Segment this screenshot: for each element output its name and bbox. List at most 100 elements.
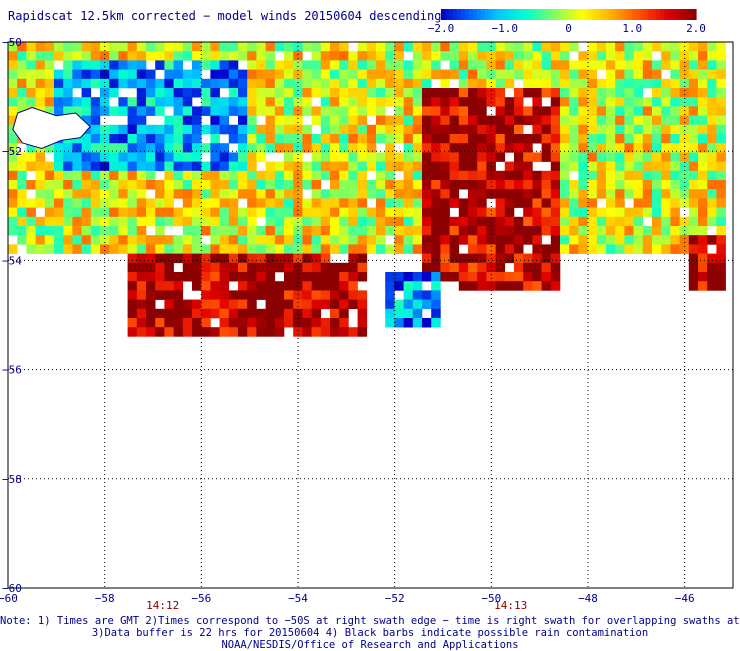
heatmap-cell <box>265 124 276 135</box>
colorbar-swatch <box>508 9 514 20</box>
heatmap-cell <box>302 198 312 208</box>
heatmap-cell <box>127 42 138 52</box>
heatmap-cell <box>201 253 211 264</box>
heatmap-cell <box>698 226 708 236</box>
heatmap-cell <box>523 161 533 172</box>
heatmap-cell <box>90 143 101 153</box>
heatmap-cell <box>394 115 404 126</box>
heatmap-cell <box>146 327 156 337</box>
heatmap-cell <box>274 235 285 245</box>
heatmap-cell <box>302 170 312 181</box>
heatmap-cell <box>431 235 441 245</box>
heatmap-cell <box>495 60 506 70</box>
heatmap-cell <box>192 51 202 61</box>
heatmap-cell <box>210 308 220 319</box>
heatmap-cell <box>394 106 404 116</box>
heatmap-cell <box>26 207 36 218</box>
heatmap-cell <box>339 308 349 319</box>
heatmap-cell <box>8 161 18 172</box>
heatmap-cell <box>652 69 662 80</box>
heatmap-cell <box>422 272 432 282</box>
heatmap-cell <box>615 207 625 218</box>
heatmap-cell <box>468 60 478 70</box>
heatmap-cell <box>63 226 73 236</box>
heatmap-cell <box>532 207 542 218</box>
heatmap-cell <box>431 115 441 126</box>
heatmap-cell <box>541 106 552 116</box>
heatmap-cell <box>615 124 625 135</box>
heatmap-cell <box>302 207 312 218</box>
heatmap-cell <box>615 152 625 162</box>
heatmap-cell <box>431 106 441 116</box>
heatmap-cell <box>458 143 469 153</box>
heatmap-cell <box>679 216 690 227</box>
heatmap-cell <box>136 235 147 245</box>
heatmap-cell <box>302 88 312 98</box>
heatmap-cell <box>339 69 349 80</box>
heatmap-cell <box>54 226 64 236</box>
heatmap-cell <box>366 78 377 89</box>
heatmap-cell <box>652 170 662 181</box>
heatmap-cell <box>155 51 165 61</box>
heatmap-cell <box>100 51 110 61</box>
heatmap-cell <box>192 281 202 291</box>
heatmap-cell <box>376 124 386 135</box>
heatmap-cell <box>228 235 239 245</box>
swath-time-label: 14:13 <box>494 599 527 612</box>
heatmap-cell <box>560 51 570 61</box>
heatmap-cell <box>587 60 598 70</box>
heatmap-cell <box>357 124 368 135</box>
heatmap-cell <box>458 124 469 135</box>
heatmap-cell <box>210 88 220 98</box>
heatmap-cell <box>440 226 450 236</box>
heatmap-cell <box>26 226 36 236</box>
heatmap-cell <box>468 253 478 264</box>
heatmap-cell <box>477 134 487 144</box>
heatmap-cell <box>716 69 726 80</box>
heatmap-cell <box>247 78 257 89</box>
heatmap-cell <box>357 88 368 98</box>
heatmap-cell <box>164 290 174 300</box>
heatmap-cell <box>578 88 588 98</box>
heatmap-cell <box>624 161 634 172</box>
heatmap-cell <box>274 78 285 89</box>
heatmap-cell <box>44 226 55 236</box>
heatmap-cell <box>136 318 147 328</box>
heatmap-cell <box>127 78 138 89</box>
heatmap-cell <box>477 97 487 107</box>
heatmap-cell <box>661 42 671 52</box>
heatmap-cell <box>431 161 441 172</box>
heatmap-cell <box>541 170 552 181</box>
heatmap-cell <box>394 180 404 190</box>
heatmap-cell <box>468 272 478 282</box>
heatmap-cell <box>127 207 138 218</box>
heatmap-cell <box>109 143 119 153</box>
heatmap-cell <box>385 198 395 208</box>
heatmap-cell <box>495 115 506 126</box>
heatmap-cell <box>403 216 414 227</box>
heatmap-cell <box>495 143 506 153</box>
heatmap-cell <box>440 262 450 273</box>
heatmap-cell <box>274 170 285 181</box>
heatmap-cell <box>587 106 598 116</box>
heatmap-cell <box>707 170 717 181</box>
heatmap-cell <box>109 78 119 89</box>
heatmap-cell <box>339 299 349 310</box>
heatmap-cell <box>504 244 515 254</box>
heatmap-cell <box>192 42 202 52</box>
heatmap-cell <box>63 60 73 70</box>
heatmap-cell <box>403 290 414 300</box>
heatmap-cell <box>247 235 257 245</box>
heatmap-cell <box>164 78 174 89</box>
heatmap-cell <box>385 152 395 162</box>
colorbar-swatch <box>632 9 637 20</box>
y-tick-label: −54 <box>2 254 22 267</box>
heatmap-cell <box>357 327 368 337</box>
heatmap-cell <box>376 226 386 236</box>
heatmap-cell <box>164 42 174 52</box>
heatmap-cell <box>357 161 368 172</box>
heatmap-cell <box>394 198 404 208</box>
heatmap-cell <box>182 299 193 310</box>
heatmap-cell <box>514 180 524 190</box>
heatmap-cell <box>228 161 239 172</box>
